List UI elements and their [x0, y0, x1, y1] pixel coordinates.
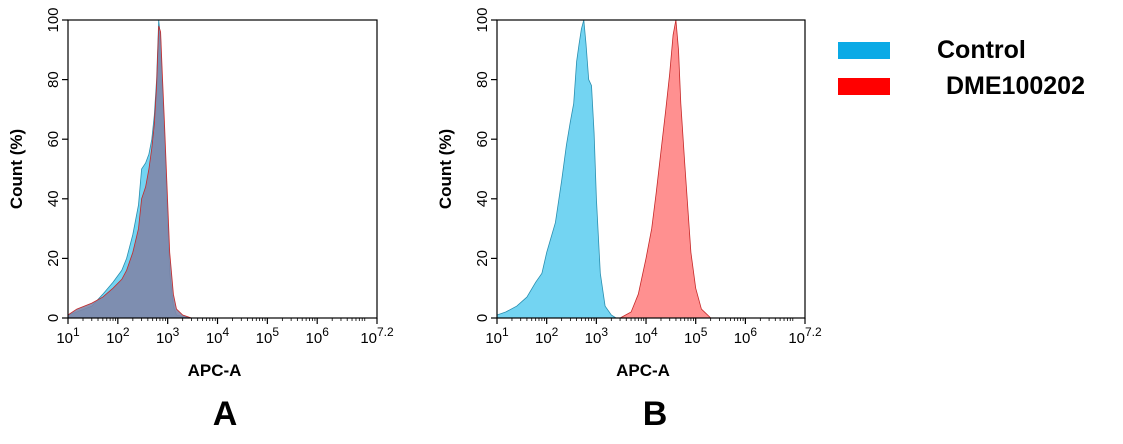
panel-a-chart: 0 20 40 60 80 100 101 102 103 104 105 106 107.2 APC-A…	[7, 7, 394, 433]
x-tick-label: 106	[734, 325, 758, 347]
panel-label: A	[213, 395, 238, 433]
legend-label-control: Control	[937, 36, 1026, 64]
y-tick-label: 0	[474, 314, 491, 322]
y-tick-label: 80	[474, 71, 491, 88]
y-tick-label: 100	[474, 7, 491, 32]
y-tick-label: 100	[45, 7, 62, 32]
x-tick-label: 102	[106, 325, 130, 347]
legend: Control DME100202	[838, 36, 1085, 100]
y-tick-label: 40	[45, 190, 62, 207]
plot-frame	[496, 19, 806, 319]
x-tick-label: 105	[256, 325, 280, 347]
y-tick-label: 80	[45, 71, 62, 88]
x-tick-label: 102	[535, 325, 559, 347]
y-tick-label: 60	[45, 131, 62, 148]
panel-label: B	[643, 395, 668, 433]
x-tick-label: 106	[306, 325, 330, 347]
x-tick-label: 101	[56, 325, 80, 347]
x-axis-title: APC-A	[616, 361, 670, 380]
y-tick-label: 40	[474, 190, 491, 207]
x-tick-label: 105	[684, 325, 708, 347]
x-tick-label: 101	[485, 325, 509, 347]
panel-b-chart: 0 20 40 60 80 100 101 102 103 104 105 106 107.2 APC-A…	[436, 7, 822, 433]
x-tick-label: 103	[585, 325, 609, 347]
x-tick-label: 107.2	[360, 325, 394, 347]
x-tick-label: 103	[156, 325, 180, 347]
x-tick-label: 104	[206, 325, 230, 347]
series-area-control	[496, 19, 618, 319]
y-tick-label: 60	[474, 131, 491, 148]
y-tick-label: 0	[45, 314, 62, 322]
y-axis-title: Count (%)	[436, 129, 455, 209]
y-tick-label: 20	[45, 250, 62, 267]
y-axis-title: Count (%)	[7, 129, 26, 209]
plot-frame	[67, 19, 378, 319]
legend-swatch-dme100202	[838, 78, 890, 95]
x-axis-title: APC-A	[188, 361, 242, 380]
legend-label-dme100202: DME100202	[946, 72, 1085, 100]
legend-swatch-control	[838, 42, 890, 59]
x-tick-label: 107.2	[788, 325, 822, 347]
series-area-dme100202	[67, 25, 192, 319]
series-area-dme100202	[619, 19, 712, 319]
y-tick-label: 20	[474, 250, 491, 267]
x-tick-label: 104	[634, 325, 658, 347]
